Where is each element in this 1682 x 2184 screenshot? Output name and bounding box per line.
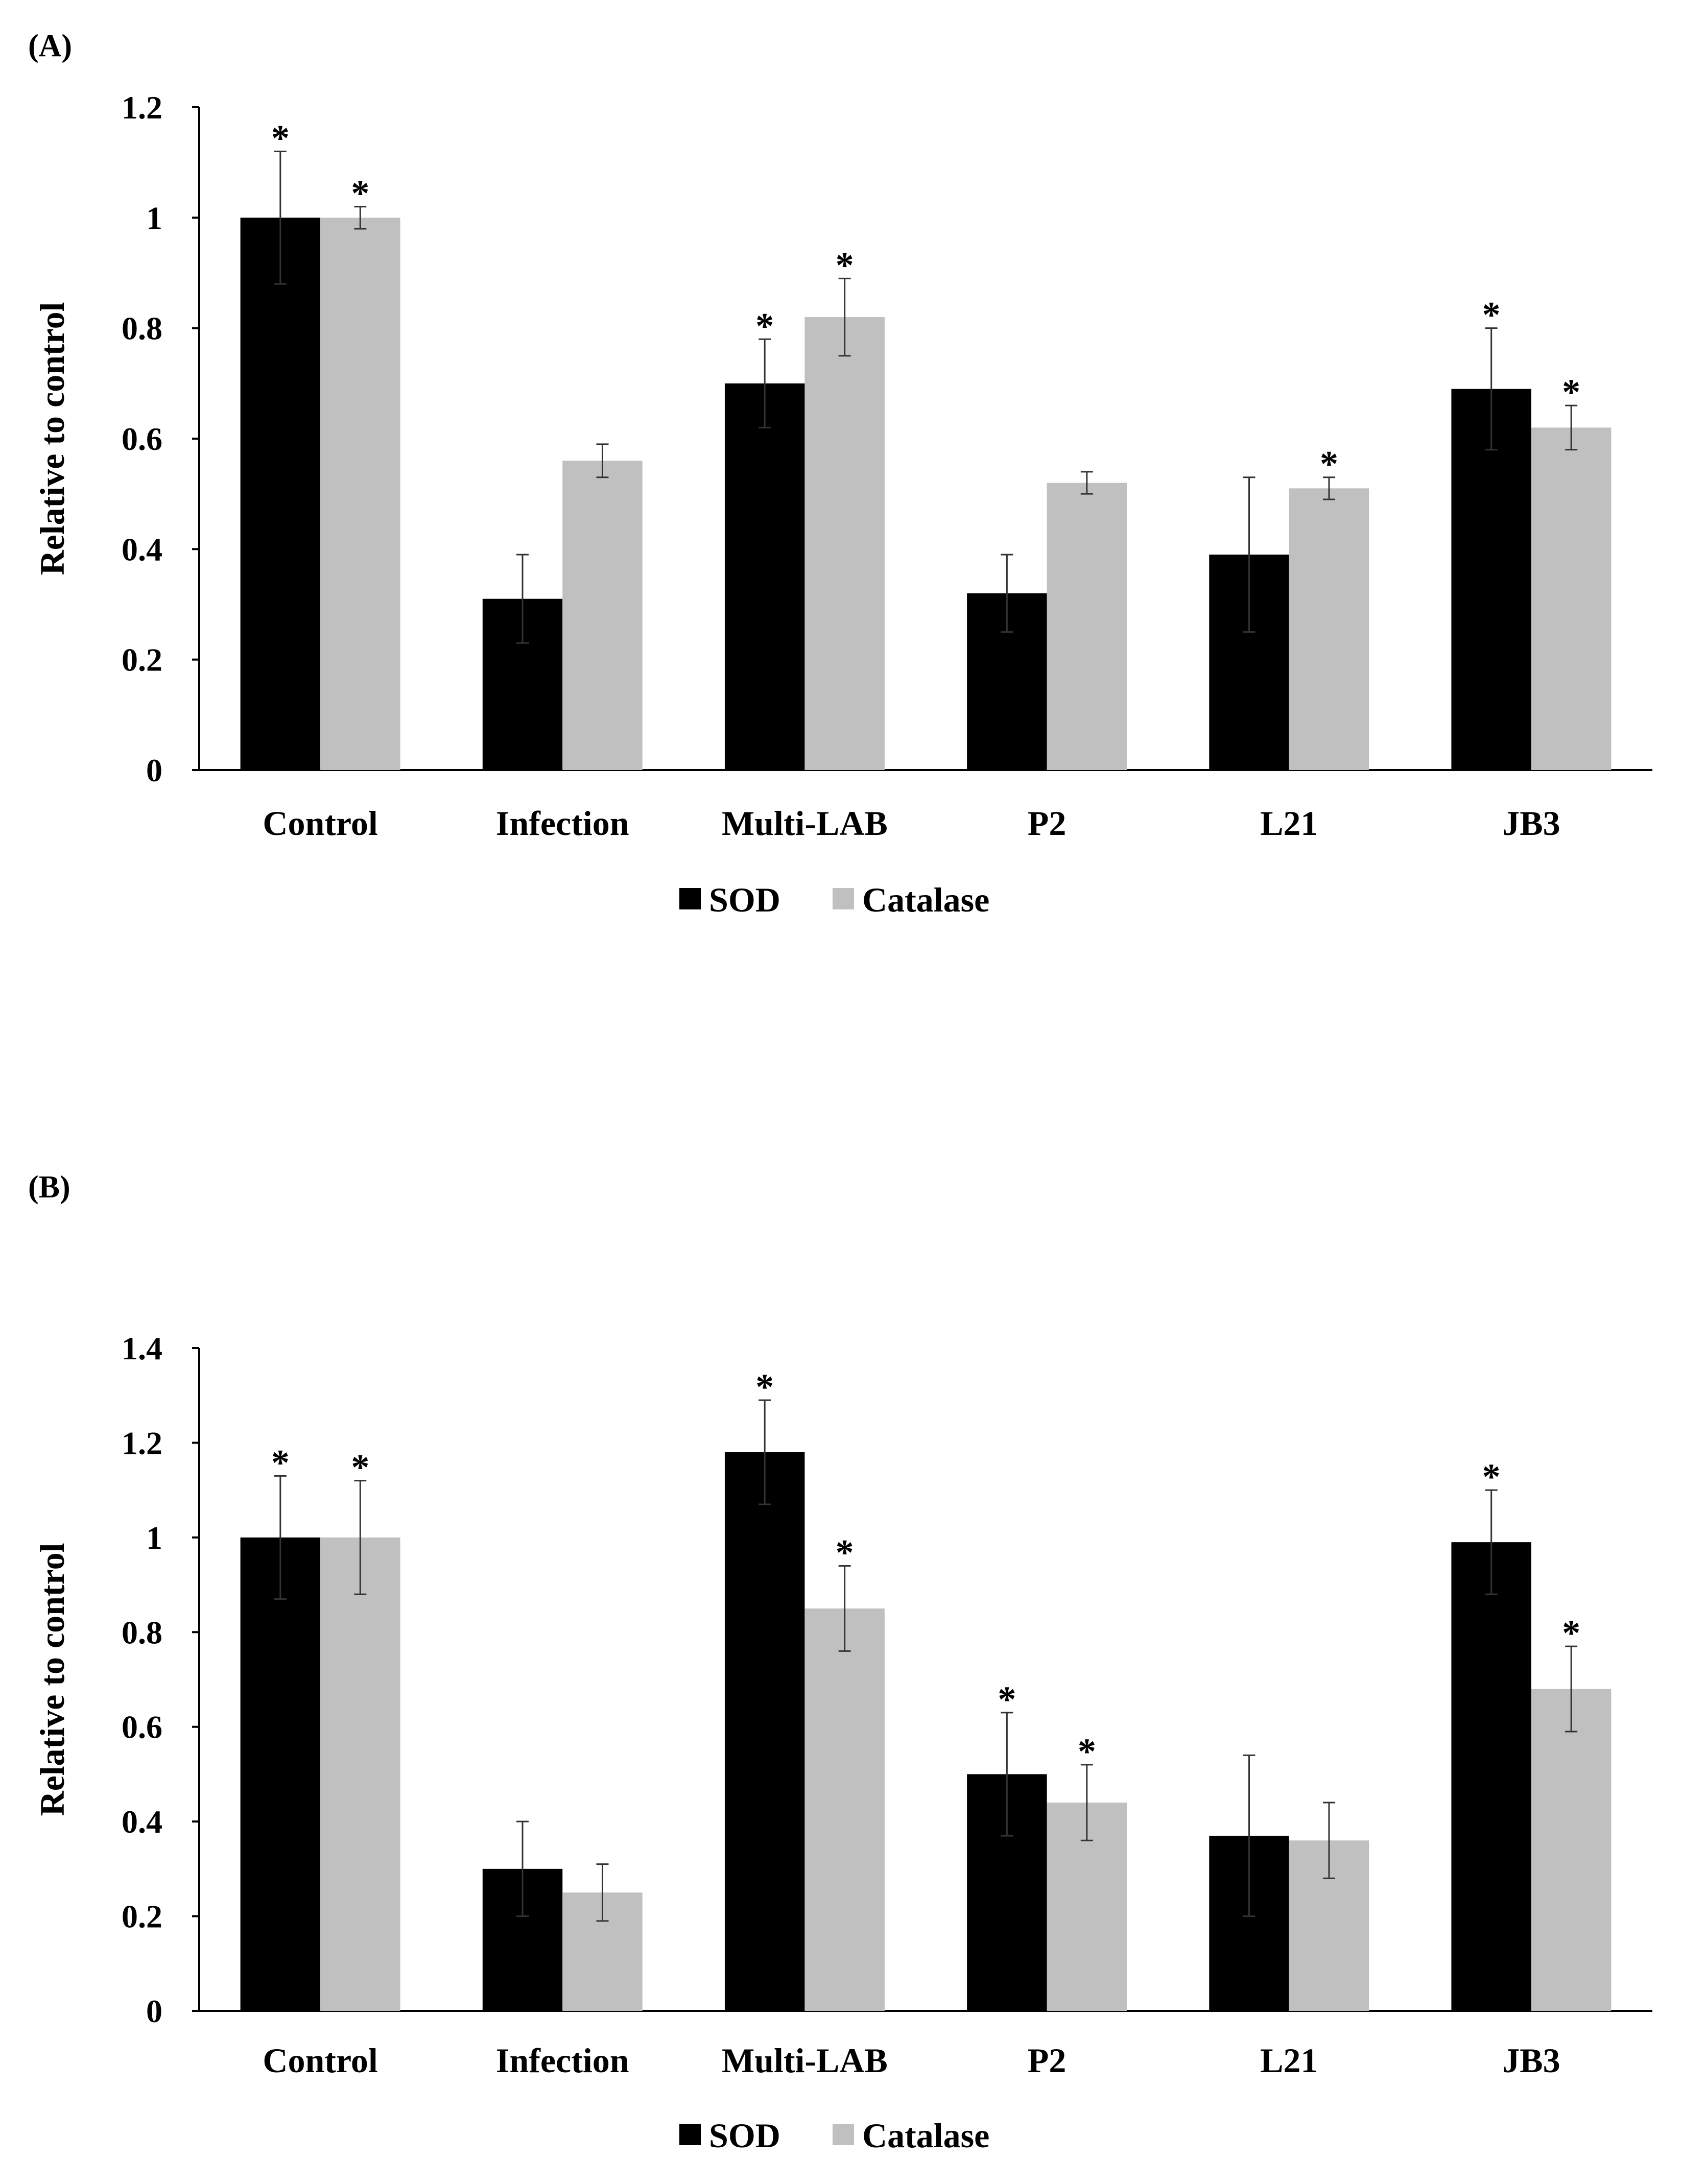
significance-asterisk: *: [271, 1442, 290, 1483]
y-tick-label: 0.6: [122, 421, 162, 457]
x-category-label: P2: [1028, 2041, 1067, 2080]
significance-asterisk: *: [1562, 372, 1580, 413]
significance-asterisk: *: [1482, 1456, 1501, 1497]
legend: SOD Catalase: [679, 880, 989, 919]
x-category-label: Infection: [496, 804, 629, 843]
legend-label-catalase: Catalase: [862, 2116, 989, 2155]
y-tick-label: 1: [146, 200, 162, 236]
legend-label-catalase: Catalase: [862, 880, 989, 919]
significance-asterisk: *: [755, 305, 774, 346]
legend-swatch-sod: [679, 888, 701, 909]
bar-catalase: [1047, 483, 1127, 770]
significance-asterisk: *: [1482, 295, 1501, 335]
y-axis-label: Relative to control: [33, 1543, 72, 1816]
legend-swatch-catalase: [833, 888, 854, 909]
y-tick-label: 1: [146, 1520, 162, 1556]
bar-catalase: [804, 1608, 885, 2011]
significance-asterisk: *: [1562, 1613, 1580, 1653]
significance-asterisk: *: [351, 173, 369, 214]
y-tick-label: 0.2: [122, 642, 162, 678]
x-category-label: JB3: [1502, 804, 1560, 843]
y-tick-label: 0: [146, 1993, 162, 2029]
bar-catalase: [562, 461, 643, 770]
y-tick-label: 1.4: [122, 1330, 162, 1366]
x-category-label: P2: [1028, 804, 1067, 843]
legend: SOD Catalase: [679, 2116, 989, 2155]
x-category-label: Multi-LAB: [722, 804, 888, 843]
y-tick-label: 0.4: [122, 1804, 162, 1840]
y-tick-label: 0.8: [122, 1614, 162, 1650]
y-tick-label: 0.4: [122, 531, 162, 567]
bar-sod: [240, 1537, 321, 2011]
bar-catalase: [1531, 427, 1612, 770]
significance-asterisk: *: [836, 245, 854, 285]
bar-sod: [240, 218, 321, 770]
x-category-label: L21: [1260, 804, 1318, 843]
bar-sod: [1451, 1542, 1531, 2011]
significance-asterisk: *: [271, 118, 290, 159]
legend-label-sod: SOD: [709, 2116, 780, 2155]
bar-sod: [1451, 389, 1531, 770]
y-tick-label: 0.6: [122, 1709, 162, 1745]
y-tick-label: 1.2: [122, 1425, 162, 1461]
bar-sod: [724, 1452, 805, 2011]
panel-label: (A): [28, 29, 72, 63]
x-category-label: Control: [263, 2041, 377, 2080]
bar-catalase: [320, 1537, 400, 2011]
y-tick-label: 0.8: [122, 310, 162, 347]
x-category-label: Infection: [496, 2041, 629, 2080]
x-category-label: JB3: [1502, 2041, 1560, 2080]
legend-label-sod: SOD: [709, 880, 780, 919]
legend-swatch-catalase: [833, 2124, 854, 2145]
significance-asterisk: *: [351, 1447, 369, 1488]
x-category-label: Multi-LAB: [722, 2041, 888, 2080]
x-category-label: L21: [1260, 2041, 1318, 2080]
y-tick-label: 1.2: [122, 89, 162, 126]
significance-asterisk: *: [1320, 444, 1338, 485]
significance-asterisk: *: [1078, 1731, 1096, 1772]
y-axis-label: Relative to control: [33, 302, 72, 575]
significance-asterisk: *: [836, 1532, 854, 1573]
significance-asterisk: *: [755, 1366, 774, 1407]
legend-swatch-sod: [679, 2124, 701, 2145]
x-category-label: Control: [263, 804, 377, 843]
bar-catalase: [804, 317, 885, 770]
bar-sod: [724, 383, 805, 770]
y-tick-label: 0: [146, 752, 162, 788]
chart-panel-b: (B) Relative to control 0 0.2 0.4 0.6 0.8 1 1.2 1…: [28, 1170, 1652, 2155]
significance-asterisk: *: [998, 1679, 1016, 1720]
bar-catalase: [320, 218, 400, 770]
bar-catalase: [1289, 488, 1369, 770]
bar-catalase: [1531, 1689, 1612, 2011]
panel-label: (B): [28, 1170, 70, 1205]
chart-panel-a: (A) Relative to control 0 0.2 0.4 0.6 0.8 1 1.2 *…: [28, 29, 1652, 919]
y-tick-label: 0.2: [122, 1899, 162, 1935]
